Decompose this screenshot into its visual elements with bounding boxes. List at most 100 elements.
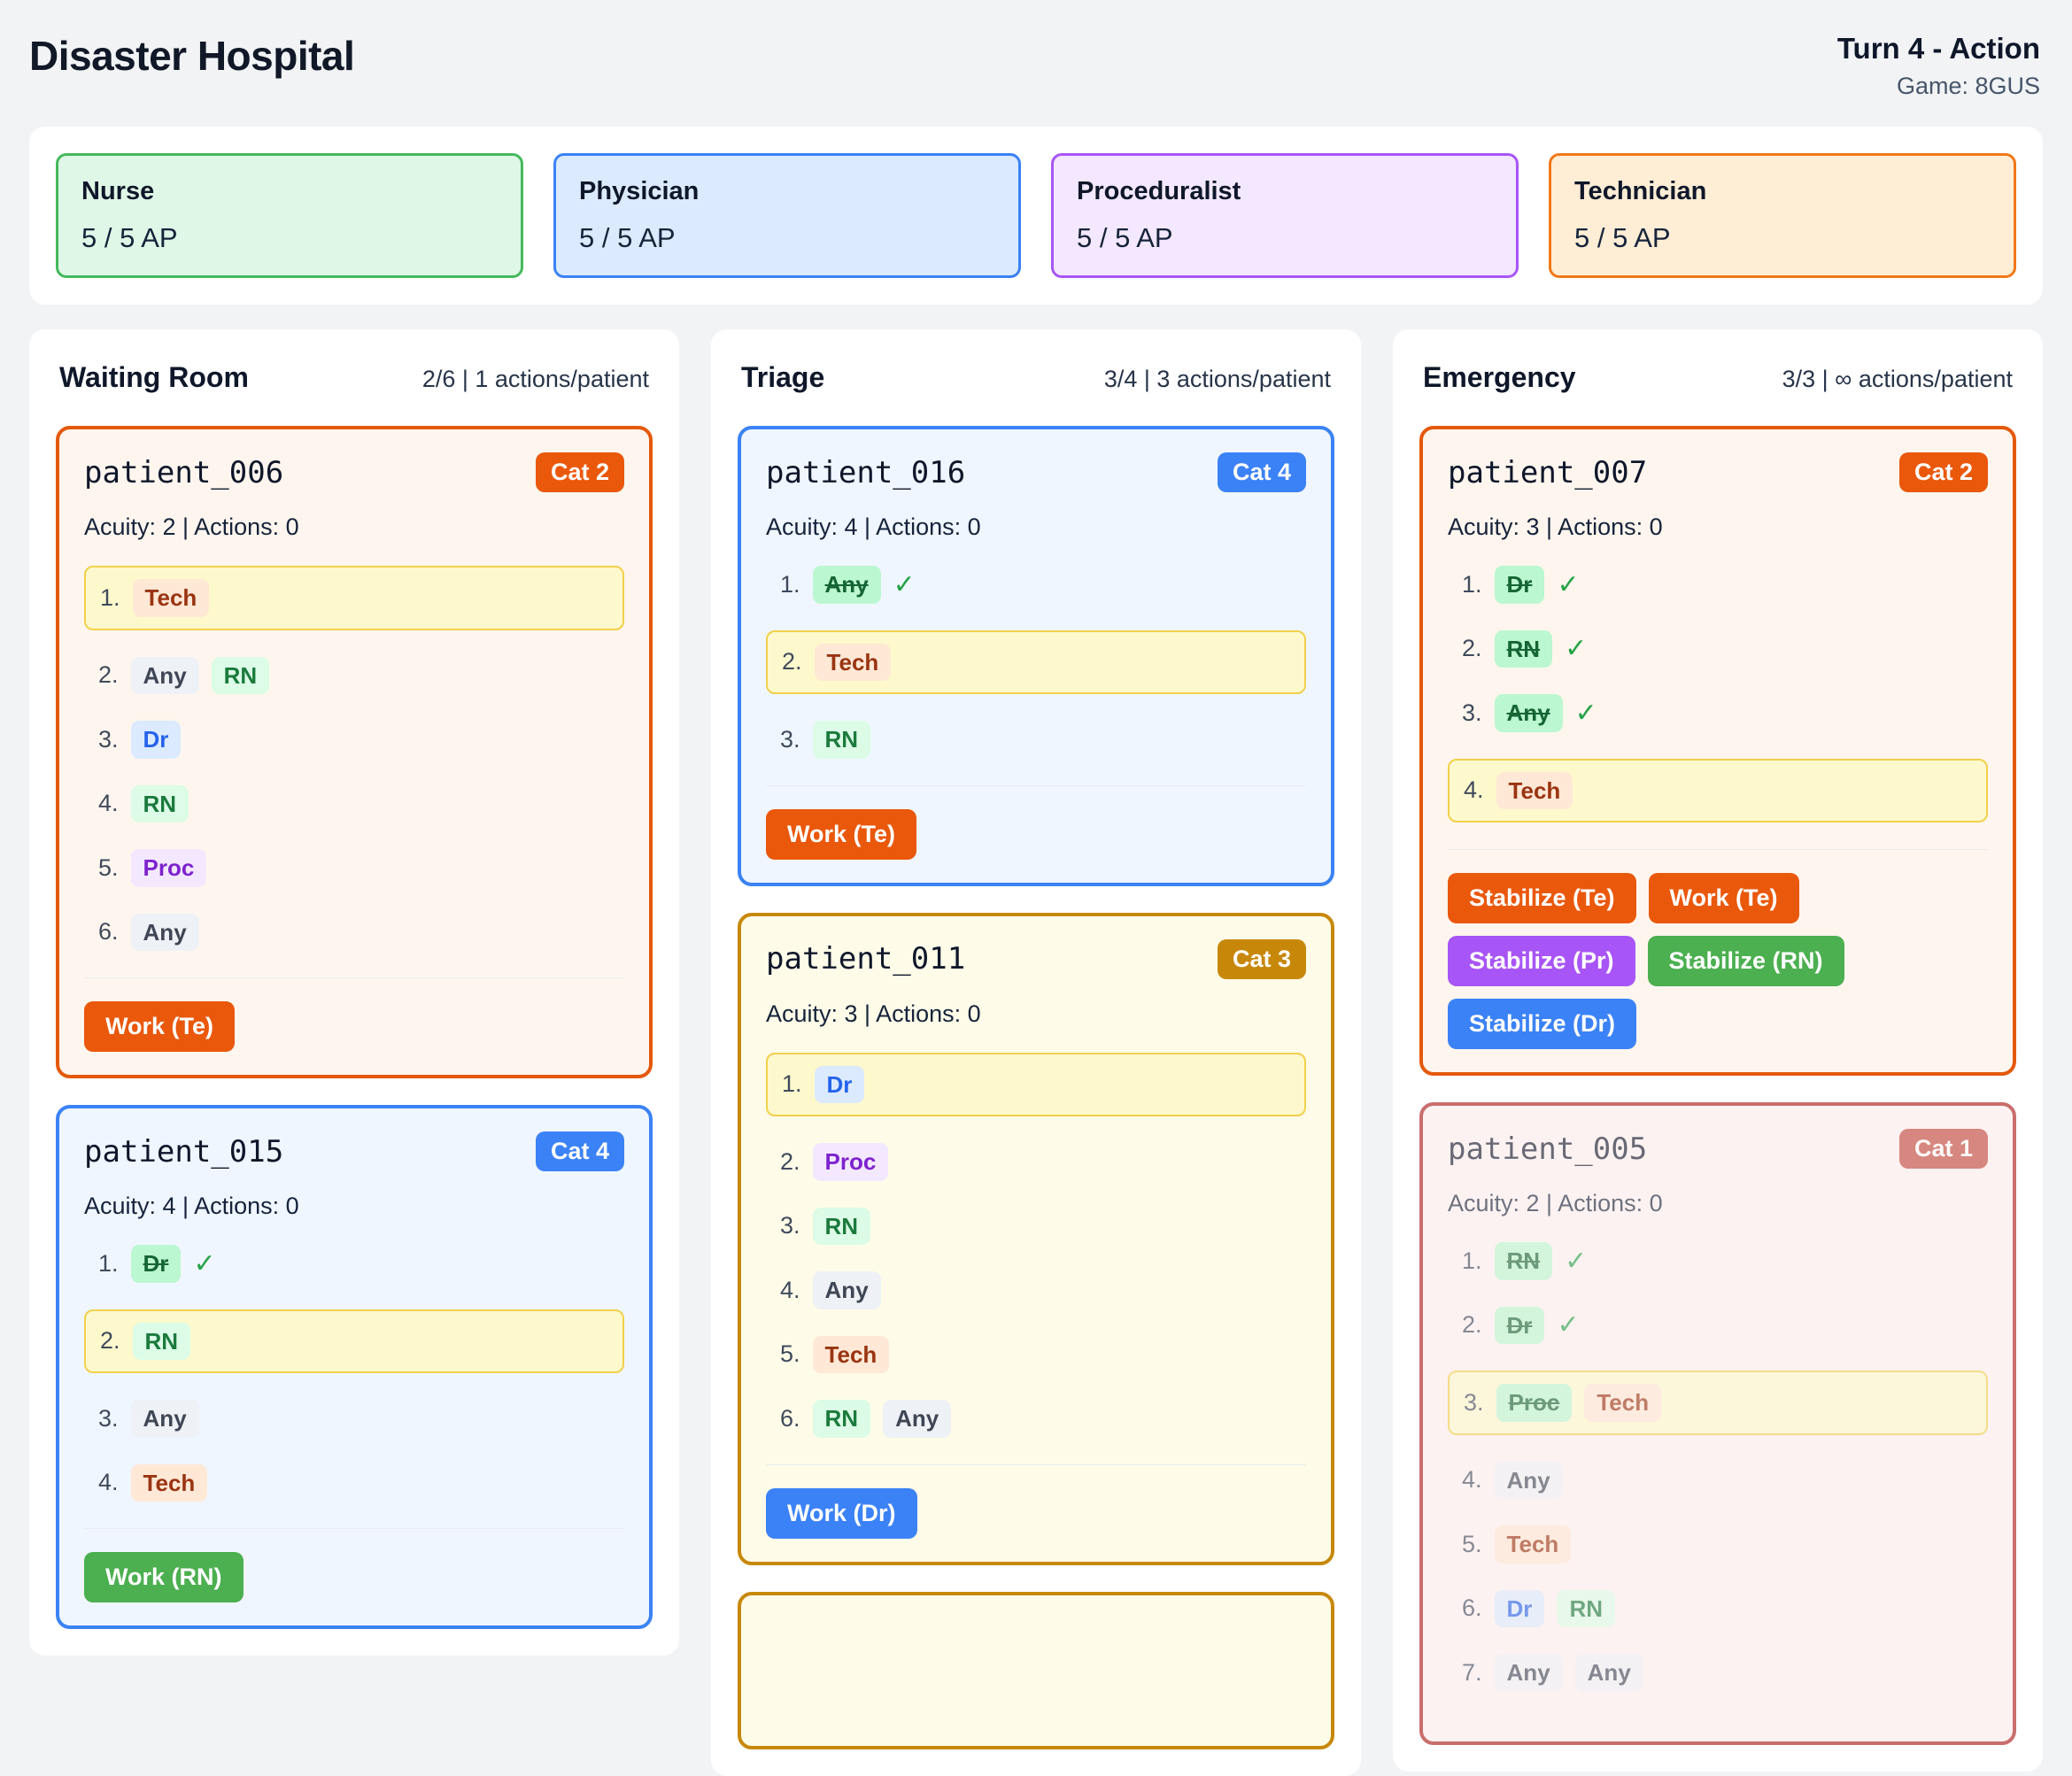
stabilize-pr--button[interactable]: Stabilize (Pr) [1448, 936, 1635, 986]
app-header: Disaster Hospital Turn 4 - Action Game: … [0, 0, 2072, 127]
role-name: Proceduralist [1077, 177, 1241, 205]
role-ap-value: 5 / 5 AP [579, 222, 676, 253]
zone-header: Emergency 3/3 | ∞ actions/patient [1423, 361, 2013, 394]
acuity-line: Acuity: 3 | Actions: 0 [1448, 513, 1663, 540]
card-divider [766, 1463, 1306, 1465]
patient-card-body: patient_005 Cat 1 Acuity: 2 | Actions: 0 1.… [1448, 1129, 1988, 1692]
stabilize-te--button[interactable]: Stabilize (Te) [1448, 873, 1636, 923]
step-number: 1. [100, 583, 120, 611]
step-number: 4. [98, 790, 119, 817]
roles-panel: Nurse 5 / 5 AP Physician 5 / 5 AP Procedural… [29, 127, 2043, 305]
step-number: 6. [1462, 1595, 1482, 1622]
requirement-step: 4. Any [1448, 1461, 1988, 1499]
stabilize-dr--button[interactable]: Stabilize (Dr) [1448, 999, 1637, 1049]
role-card-physician[interactable]: Physician 5 / 5 AP [553, 153, 1021, 278]
role-chip-dr: Dr [130, 1245, 182, 1283]
role-chip-rn: RN [1494, 1242, 1553, 1280]
requirement-step: 3. Dr [84, 721, 624, 759]
step-complete-check-icon: ✓ [193, 1248, 216, 1278]
zone-title: Triage [741, 361, 825, 393]
step-number: 2. [1462, 1311, 1482, 1339]
patient-card[interactable]: patient_015 Cat 4 Acuity: 4 | Actions: 0 1.… [56, 1105, 653, 1629]
patient-card[interactable]: patient_005 Cat 1 Acuity: 2 | Actions: 0 1.… [1419, 1102, 2016, 1745]
zone-header: Waiting Room 2/6 | 1 actions/patient [59, 361, 649, 394]
patient-list: patient_007 Cat 2 Acuity: 3 | Actions: 0 1.… [1419, 426, 2016, 1745]
step-number: 2. [780, 1147, 800, 1175]
role-chip-tech: Tech [812, 1335, 890, 1373]
step-number: 3. [98, 1404, 119, 1432]
patient-id: patient_007 [1448, 454, 1648, 490]
role-name: Nurse [81, 177, 155, 205]
role-card-technician[interactable]: Technician 5 / 5 AP [1549, 153, 2016, 278]
role-card-nurse[interactable]: Nurse 5 / 5 AP [56, 153, 523, 278]
action-button-row: Stabilize (Te) Work (Te) Stabilize (Pr) Sta… [1448, 873, 1988, 1049]
category-badge: Cat 2 [1898, 452, 1988, 492]
requirement-step: 6. Any [84, 913, 624, 951]
requirement-step-current: 1. Tech [84, 566, 624, 630]
board: Waiting Room 2/6 | 1 actions/patient patie… [29, 329, 2043, 1776]
patient-card[interactable]: patient_006 Cat 2 Acuity: 2 | Actions: 0 1.… [56, 426, 653, 1078]
step-number: 6. [98, 918, 119, 946]
role-chip-any: Any [130, 1400, 199, 1438]
role-chip-tech: Tech [1584, 1384, 1662, 1422]
step-number: 5. [780, 1340, 800, 1368]
work-te--button[interactable]: Work (Te) [1648, 873, 1799, 923]
requirement-step: 4. Any [766, 1271, 1306, 1309]
patient-card-partial[interactable] [738, 1591, 1334, 1749]
step-complete-check-icon: ✓ [1574, 698, 1597, 728]
patient-card[interactable]: patient_016 Cat 4 Acuity: 4 | Actions: 0 1.… [738, 426, 1334, 886]
category-badge: Cat 4 [1217, 452, 1306, 492]
role-chip-tech: Tech [814, 643, 892, 681]
role-chip-dr: Dr [1494, 566, 1545, 604]
step-number: 2. [1462, 635, 1482, 662]
role-chip-any: Any [130, 913, 199, 951]
role-chip-dr: Dr [814, 1065, 865, 1103]
work-dr--button[interactable]: Work (Dr) [766, 1487, 917, 1539]
category-badge: Cat 2 [535, 452, 624, 492]
requirement-step-current: 2. Tech [766, 629, 1306, 694]
zone-title: Emergency [1423, 361, 1576, 393]
work-rn--button[interactable]: Work (RN) [84, 1552, 244, 1602]
role-chip-dr: Dr [1494, 1306, 1545, 1344]
step-number: 3. [1464, 1388, 1484, 1416]
patient-card-header: patient_011 Cat 3 [766, 938, 1306, 979]
step-number: 4. [780, 1276, 800, 1303]
step-number: 7. [1462, 1658, 1482, 1686]
acuity-line: Acuity: 4 | Actions: 0 [766, 513, 981, 540]
patient-card-body: patient_006 Cat 2 Acuity: 2 | Actions: 0 1.… [84, 452, 624, 1052]
step-complete-check-icon: ✓ [1557, 1310, 1580, 1340]
requirement-step: 3. Any ✓ [1448, 694, 1988, 732]
zone-waiting-room: Waiting Room 2/6 | 1 actions/patient patie… [29, 329, 679, 1656]
role-chip-rn: RN [211, 656, 270, 694]
role-chip-any: Any [812, 1271, 881, 1309]
role-chip-proc: Proc [812, 1143, 889, 1181]
role-chip-rn: RN [812, 1400, 871, 1438]
patient-card-header: patient_016 Cat 4 [766, 452, 1306, 492]
card-divider [766, 784, 1306, 786]
requirement-step: 3. RN [766, 1207, 1306, 1245]
action-button-row: Work (RN) [84, 1552, 624, 1602]
zone-header: Triage 3/4 | 3 actions/patient [741, 361, 1331, 394]
step-complete-check-icon: ✓ [1565, 634, 1588, 664]
role-chip-rn: RN [812, 1207, 871, 1245]
header-status: Turn 4 - Action Game: 8GUS [1837, 32, 2040, 100]
requirement-step: 1. Dr ✓ [84, 1245, 624, 1283]
acuity-line: Acuity: 4 | Actions: 0 [84, 1193, 299, 1219]
patient-card-body: patient_011 Cat 3 Acuity: 3 | Actions: 0 1.… [766, 938, 1306, 1539]
stabilize-rn--button[interactable]: Stabilize (RN) [1647, 936, 1844, 986]
work-te--button[interactable]: Work (Te) [84, 1001, 236, 1052]
role-chip-rn: RN [130, 784, 189, 822]
requirement-step: 3. RN [766, 721, 1306, 759]
role-card-proceduralist[interactable]: Proceduralist 5 / 5 AP [1051, 153, 1519, 278]
role-chip-dr: Dr [130, 721, 182, 759]
category-badge: Cat 1 [1898, 1129, 1988, 1169]
step-number: 1. [1462, 570, 1482, 598]
role-chip-tech: Tech [130, 1463, 208, 1502]
patient-card[interactable]: patient_007 Cat 2 Acuity: 3 | Actions: 0 1.… [1419, 426, 2016, 1076]
role-chip-rn: RN [1557, 1589, 1615, 1627]
role-chip-rn: RN [1494, 629, 1553, 668]
patient-id: patient_005 [1448, 1131, 1648, 1167]
requirement-step-current: 2. RN [84, 1309, 624, 1373]
patient-card[interactable]: patient_011 Cat 3 Acuity: 3 | Actions: 0 1.… [738, 912, 1334, 1565]
work-te--button[interactable]: Work (Te) [766, 808, 917, 860]
